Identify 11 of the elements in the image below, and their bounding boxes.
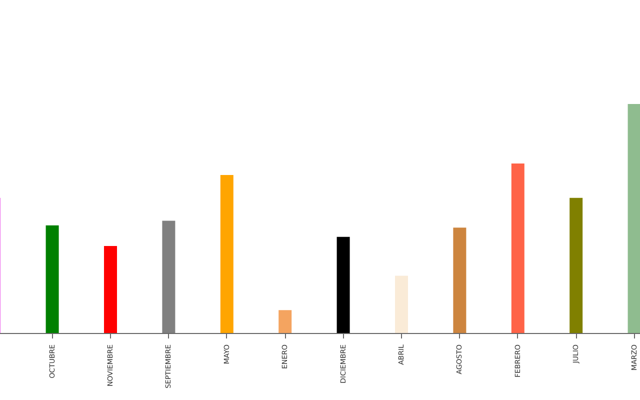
bar [628,104,640,333]
bar [511,164,524,333]
bar [570,198,583,333]
bar [336,236,350,333]
bar [104,246,117,333]
bar [220,174,234,333]
bar [394,276,408,333]
bar [46,225,59,333]
bar [453,228,466,333]
bar [278,310,292,333]
bar [162,220,176,333]
